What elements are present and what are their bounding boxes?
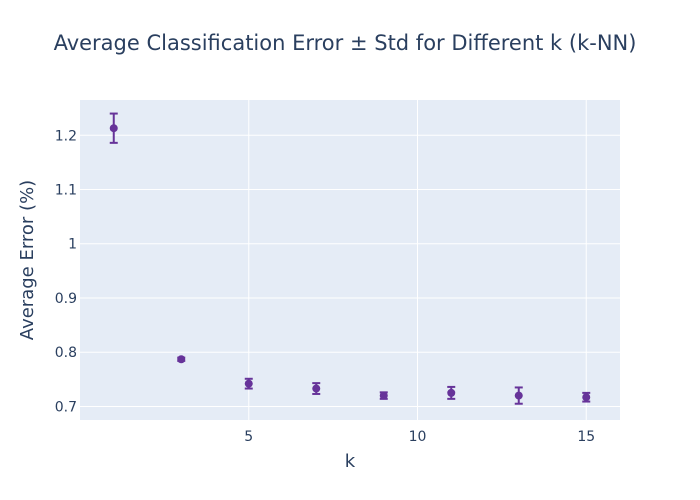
y-axis-ticks: 0.7 0.8 0.9 1 1.1 1.2 (55, 128, 77, 415)
data-point (582, 393, 591, 402)
data-point (447, 388, 456, 397)
data-point-group (244, 377, 253, 390)
x-tick-label: 10 (409, 429, 427, 445)
data-point-group (177, 355, 186, 364)
data-point (244, 379, 253, 388)
grid (80, 100, 620, 420)
x-axis-ticks: 5 10 15 (244, 429, 595, 445)
y-tick-label: 1.1 (55, 182, 77, 198)
plot-area (80, 100, 620, 420)
chart-title: Average Classification Error ± Std for D… (54, 31, 637, 55)
y-tick-label: 1.2 (55, 128, 77, 144)
data-point-group (582, 391, 591, 403)
data-point (312, 384, 321, 393)
data-point (514, 391, 523, 400)
data-point-group (109, 112, 118, 144)
data-point (177, 355, 186, 364)
x-tick-label: 5 (244, 429, 253, 445)
x-axis-title: k (345, 451, 356, 472)
y-tick-label: 0.9 (55, 291, 77, 307)
data-series (109, 112, 591, 405)
data-point (109, 124, 118, 133)
y-tick-label: 0.8 (55, 345, 77, 361)
y-axis-title: Average Error (%) (17, 180, 38, 340)
data-point-group (379, 391, 388, 400)
y-tick-label: 1 (68, 237, 77, 253)
data-point-group (514, 386, 523, 405)
data-point-group (312, 382, 321, 395)
x-tick-label: 15 (577, 429, 595, 445)
data-point (379, 391, 388, 400)
y-tick-label: 0.7 (55, 399, 77, 415)
data-point-group (447, 385, 456, 400)
